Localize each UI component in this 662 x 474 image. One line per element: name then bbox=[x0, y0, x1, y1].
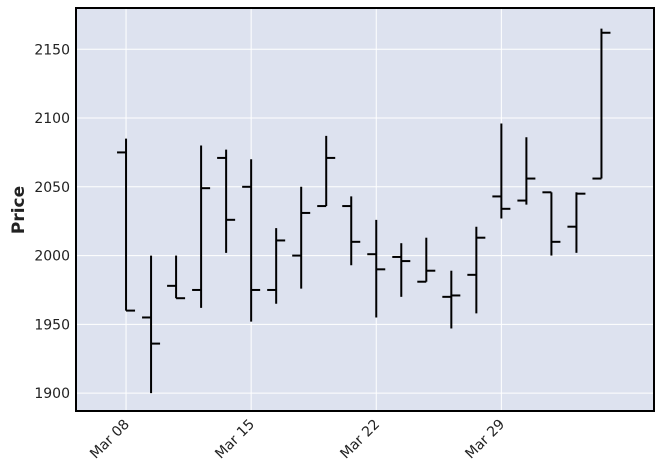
y-tick-label: 1900 bbox=[34, 386, 70, 402]
x-tick-label: Mar 22 bbox=[337, 417, 383, 463]
y-tick-label: 2050 bbox=[34, 180, 70, 196]
y-tick-label: 2150 bbox=[34, 42, 70, 58]
y-tick-label: 2100 bbox=[34, 111, 70, 127]
y-tick-label: 2000 bbox=[34, 249, 70, 265]
y-tick-label: 1950 bbox=[34, 317, 70, 333]
y-axis-label: Price bbox=[9, 186, 29, 234]
x-tick-label: Mar 29 bbox=[462, 417, 508, 463]
x-tick-label: Mar 15 bbox=[212, 417, 258, 463]
plot-area bbox=[76, 8, 654, 411]
x-tick-label: Mar 08 bbox=[87, 417, 133, 463]
plot-frame bbox=[75, 7, 655, 412]
